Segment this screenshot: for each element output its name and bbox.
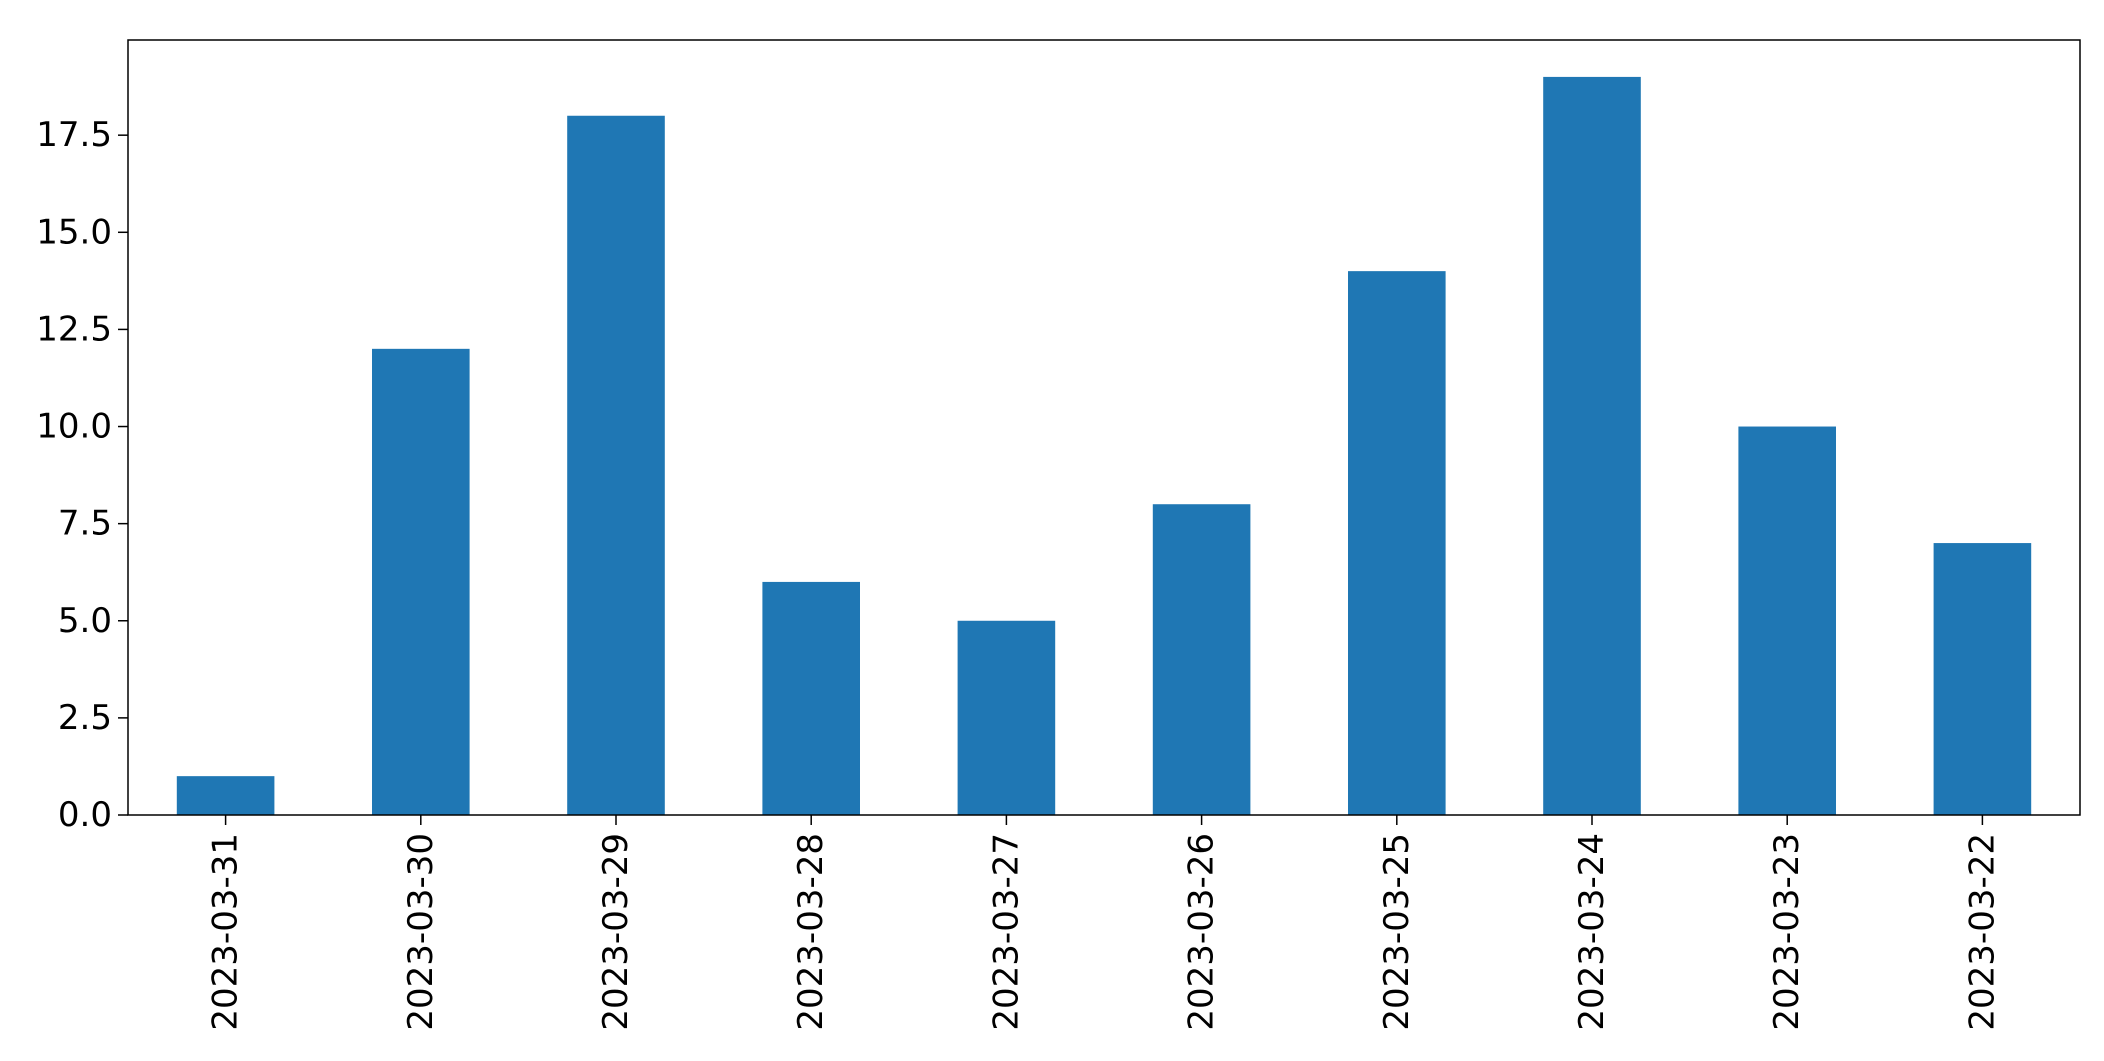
bars-group [176,76,2032,815]
x-tick-label: 2023-03-26 [1182,833,1222,1031]
bar-2023-03-26 [1152,504,1251,815]
x-axis: 2023-03-31 2023-03-30 2023-03-29 2023-03-28… [206,815,2002,1031]
y-tick-label: 15.0 [36,212,112,252]
y-tick-label: 5.0 [58,601,112,641]
y-tick-label: 0.0 [58,795,112,835]
y-axis: 0.0 2.5 5.0 7.5 10.0 12.5 15.0 17.5 [36,115,128,835]
bar-2023-03-30 [372,348,470,815]
bar-2023-03-22 [1933,543,2032,815]
x-tick-label: 2023-03-27 [986,833,1026,1031]
x-tick-label: 2023-03-31 [206,833,246,1031]
y-tick-label: 10.0 [36,407,112,447]
bar-2023-03-31 [176,776,275,815]
bar-2023-03-27 [957,620,1056,815]
bar-2023-03-29 [567,115,665,815]
bar-2023-03-23 [1738,426,1836,815]
x-tick-label: 2023-03-30 [401,833,441,1031]
y-tick-label: 7.5 [58,504,112,544]
x-tick-label: 2023-03-25 [1377,833,1417,1031]
x-tick-label: 2023-03-24 [1572,833,1612,1031]
x-tick-label: 2023-03-22 [1962,833,2002,1031]
x-tick-label: 2023-03-28 [791,833,831,1031]
bar-2023-03-24 [1543,76,1641,815]
y-tick-label: 17.5 [36,115,112,155]
x-tick-label: 2023-03-23 [1767,833,1807,1031]
plot-area-frame [127,39,2081,816]
y-tick-label: 12.5 [36,309,112,349]
y-tick-label: 2.5 [58,698,112,738]
bar-2023-03-25 [1348,271,1446,815]
x-tick-label: 2023-03-29 [596,833,636,1031]
bar-2023-03-28 [762,581,860,815]
